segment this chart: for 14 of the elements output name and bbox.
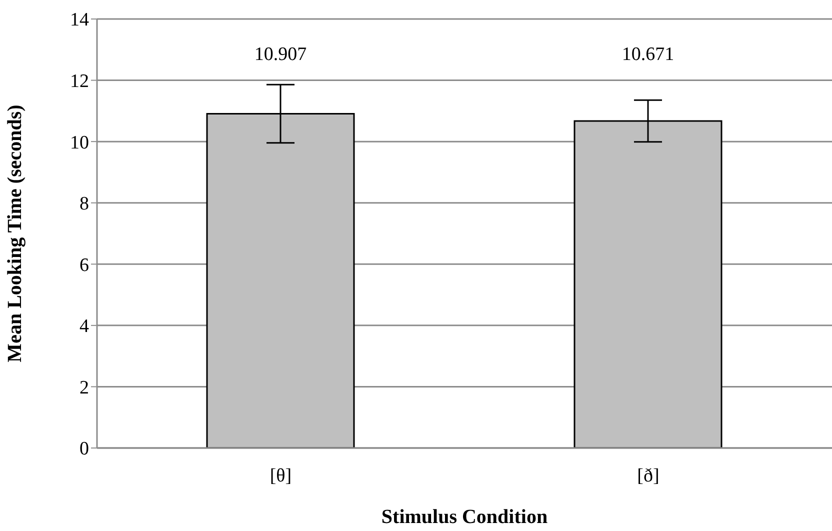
data-label: 10.671 [622,44,674,65]
x-axis-title: Stimulus Condition [381,506,548,528]
x-tick-label: [ð] [637,465,660,486]
y-tick-label: 10 [70,132,89,154]
y-tick-label: 2 [80,377,89,398]
y-tick-label: 4 [80,316,90,338]
x-tick-label: [θ] [270,465,292,486]
y-axis-title: Mean Looking Time (seconds) [4,104,26,362]
y-tick-label: 14 [70,10,90,31]
y-tick-label: 12 [70,71,89,92]
y-tick-label: 8 [80,194,89,215]
data-label: 10.907 [254,44,307,65]
y-tick-label: 0 [80,438,89,460]
y-tick-label: 6 [80,254,89,276]
